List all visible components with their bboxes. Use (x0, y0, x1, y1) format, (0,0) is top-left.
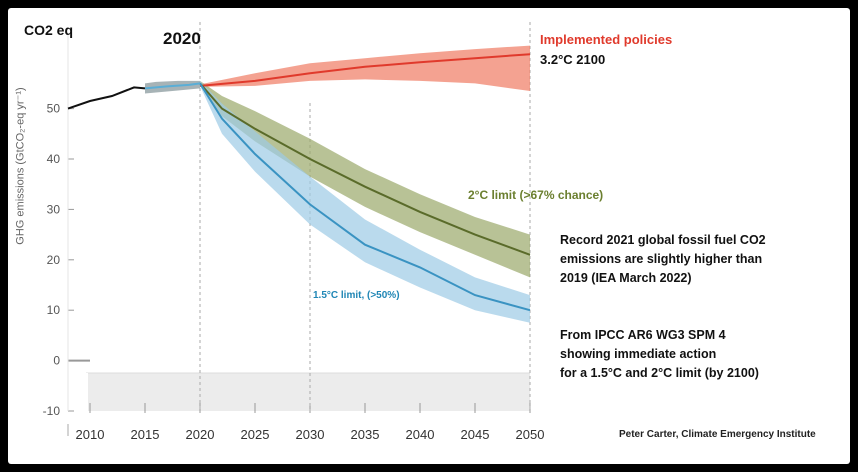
note-line: showing immediate action (560, 347, 717, 361)
x-tick-label: 2050 (516, 427, 545, 442)
y-tick-label: 40 (47, 152, 61, 166)
x-tick-label: 2025 (241, 427, 270, 442)
historical-line (67, 86, 146, 110)
series-line-1 (199, 82, 531, 256)
historical-band (145, 80, 200, 94)
co2-eq-label: CO2 eq (24, 22, 74, 38)
implemented-policies-label: Implemented policies (540, 32, 673, 47)
note-line: Record 2021 global fossil fuel CO2 (560, 233, 766, 247)
y-tick-label: 0 (53, 354, 60, 368)
y-tick-label: 10 (47, 303, 61, 317)
x-tick-label: 2040 (406, 427, 435, 442)
chart-frame: -10 0 10 20 30 40 50 2010 2015 2020 2025 2030 2035 20… (8, 8, 850, 464)
series-line-2 (199, 82, 531, 312)
y-tick-label: 30 (47, 202, 61, 216)
note-line: emissions are slightly higher than (560, 252, 763, 266)
note-record-2021: Record 2021 global fossil fuel CO2 emiss… (560, 231, 766, 288)
x-tick-label: 2035 (351, 427, 380, 442)
note-line: 2019 (IEA March 2022) (560, 271, 692, 285)
x-tick-label: 2010 (76, 427, 105, 442)
note-line: for a 1.5°C and 2°C limit (by 2100) (560, 366, 759, 380)
y-axis-label-text: GHG emissions (GtCO₂-eq yr⁻¹) (14, 87, 27, 245)
credit-label: Peter Carter, Climate Emergency Institut… (619, 429, 816, 440)
band-2 (200, 80, 530, 323)
one-point-five-degree-label: 1.5°C limit, (>50%) (313, 290, 400, 301)
year-2020-label: 2020 (163, 29, 201, 48)
band-1 (200, 80, 530, 278)
implemented-policies-warming-label: 3.2°C 2100 (540, 52, 606, 67)
below-zero-panel (88, 373, 530, 411)
x-tick-label: 2015 (131, 427, 160, 442)
y-tick-label: 20 (47, 253, 61, 267)
band-0 (200, 45, 530, 91)
y-tick-label: 50 (47, 102, 61, 116)
historical-recent-line (144, 82, 201, 90)
note-ipcc-source: From IPCC AR6 WG3 SPM 4 showing immediat… (560, 326, 759, 383)
y-tick-label: -10 (43, 404, 61, 418)
two-degree-label: 2°C limit (>67% chance) (468, 188, 604, 202)
note-line: From IPCC AR6 WG3 SPM 4 (560, 328, 726, 342)
x-tick-label: 2030 (296, 427, 325, 442)
x-tick-label: 2045 (461, 427, 490, 442)
panel-gap (68, 373, 88, 411)
series-line-0 (199, 53, 531, 87)
x-tick-label: 2020 (186, 427, 215, 442)
